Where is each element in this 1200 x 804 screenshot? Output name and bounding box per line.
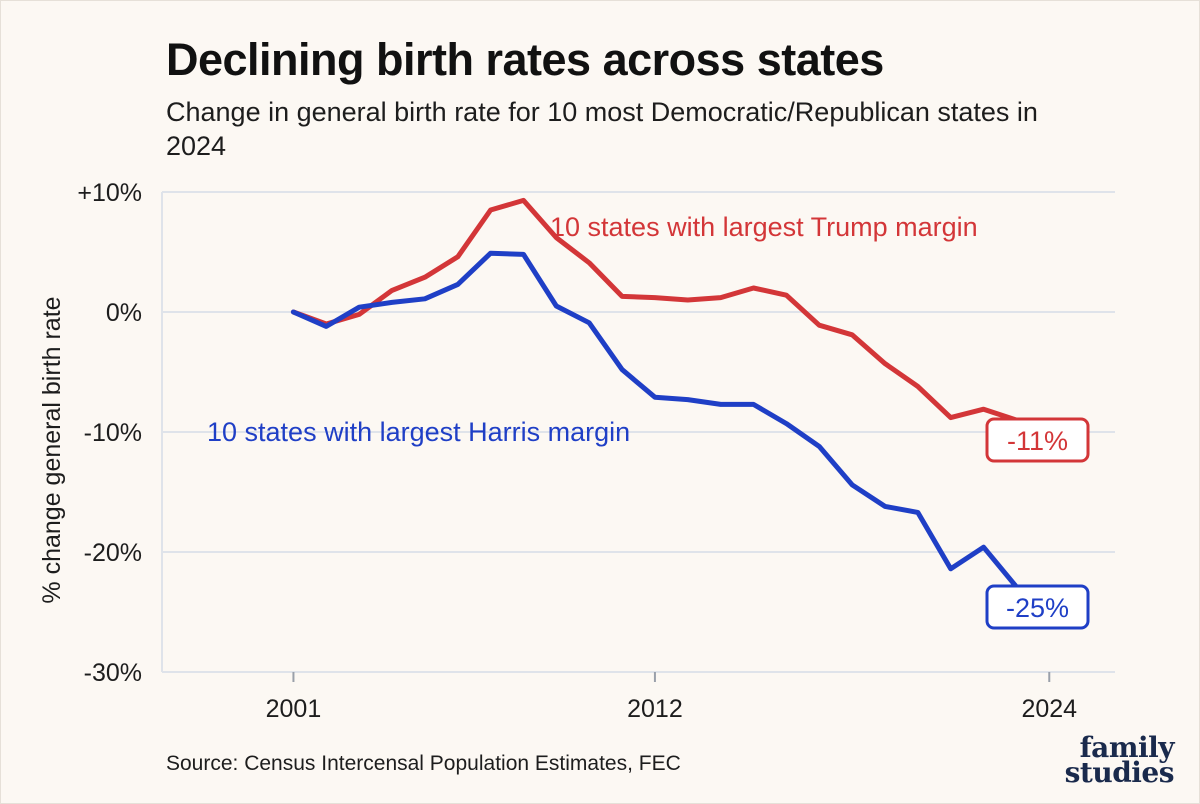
chart-title: Declining birth rates across states [166,34,884,85]
series-line-harris [290,250,1019,590]
y-tick-label: -10% [84,419,142,447]
end-label-trump: -11% [1007,426,1068,456]
x-tick-label: 2001 [266,695,322,723]
x-tick-label: 2024 [1021,695,1077,723]
y-tick-label: +10% [77,179,142,207]
end-label-harris-box [985,584,1090,630]
y-axis-label: % change general birth rate [38,296,66,603]
y-tick-label: 0% [106,299,142,327]
x-tick-label: 2012 [627,695,683,723]
series-label-trump: 10 states with largest Trump margin [550,212,978,242]
y-tick-label: -20% [84,539,142,567]
logo-line-1: family [1079,731,1175,764]
y-tick-label: -30% [84,659,142,687]
series-label-harris: 10 states with largest Harris margin [207,417,630,447]
family-studies-logo: family studies [1044,731,1175,789]
logo-line-2: studies [1064,756,1175,789]
end-label-harris: -25% [1006,593,1069,623]
series-line-trump [290,197,1019,423]
end-label-trump-box [985,417,1090,463]
chart-subtitle: Change in general birth rate for 10 most… [166,97,1038,161]
source-note: Source: Census Intercensal Population Es… [166,752,681,775]
